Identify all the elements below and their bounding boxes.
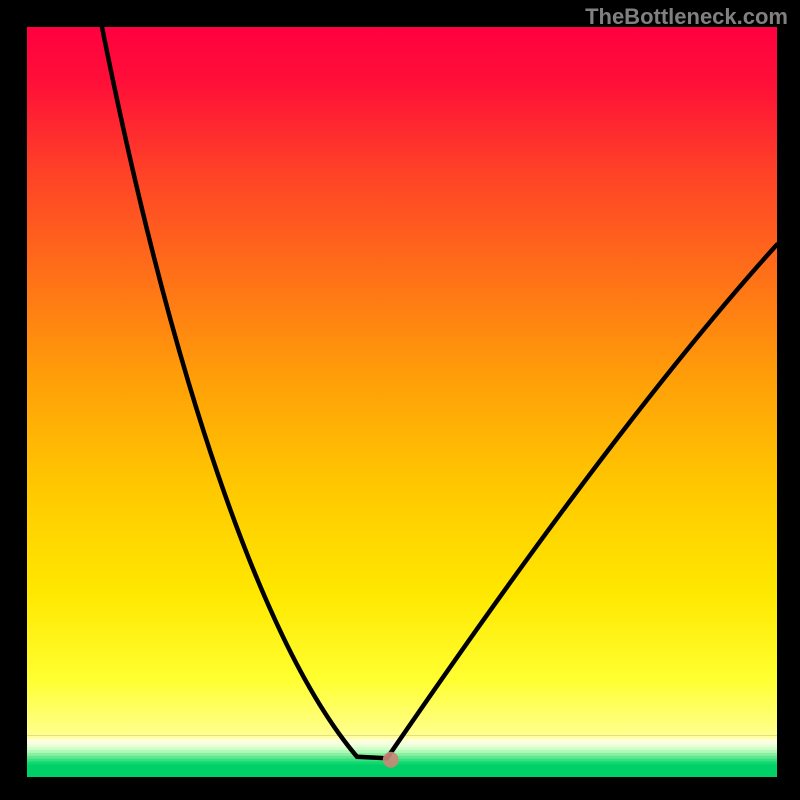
bottleneck-curve xyxy=(27,27,777,777)
chart-container: TheBottleneck.com xyxy=(0,0,800,800)
valley-marker xyxy=(383,752,399,768)
watermark-text: TheBottleneck.com xyxy=(585,4,788,30)
bottleneck-curve-path xyxy=(102,27,777,758)
